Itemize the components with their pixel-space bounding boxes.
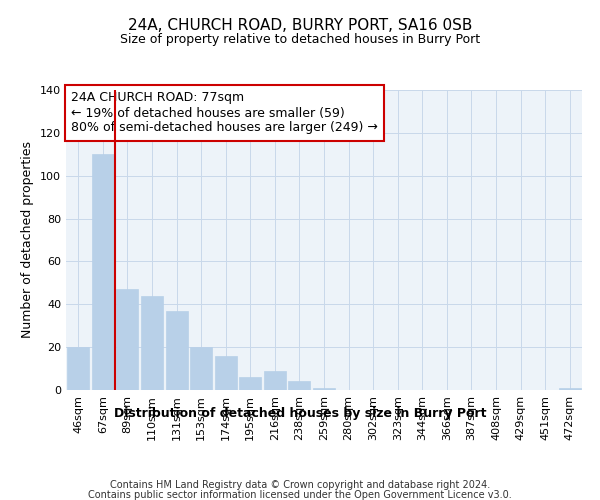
Bar: [239, 377, 262, 390]
Bar: [166, 310, 188, 390]
Bar: [116, 290, 139, 390]
Bar: [141, 296, 163, 390]
Text: Contains HM Land Registry data © Crown copyright and database right 2024.: Contains HM Land Registry data © Crown c…: [110, 480, 490, 490]
Bar: [190, 347, 212, 390]
Bar: [215, 356, 237, 390]
Bar: [289, 382, 310, 390]
Text: Size of property relative to detached houses in Burry Port: Size of property relative to detached ho…: [120, 32, 480, 46]
Text: 24A CHURCH ROAD: 77sqm
← 19% of detached houses are smaller (59)
80% of semi-det: 24A CHURCH ROAD: 77sqm ← 19% of detached…: [71, 92, 378, 134]
Bar: [92, 154, 114, 390]
Bar: [559, 388, 581, 390]
Bar: [67, 347, 89, 390]
Text: Contains public sector information licensed under the Open Government Licence v3: Contains public sector information licen…: [88, 490, 512, 500]
Text: 24A, CHURCH ROAD, BURRY PORT, SA16 0SB: 24A, CHURCH ROAD, BURRY PORT, SA16 0SB: [128, 18, 472, 32]
Text: Distribution of detached houses by size in Burry Port: Distribution of detached houses by size …: [114, 408, 486, 420]
Y-axis label: Number of detached properties: Number of detached properties: [22, 142, 34, 338]
Bar: [313, 388, 335, 390]
Bar: [264, 370, 286, 390]
